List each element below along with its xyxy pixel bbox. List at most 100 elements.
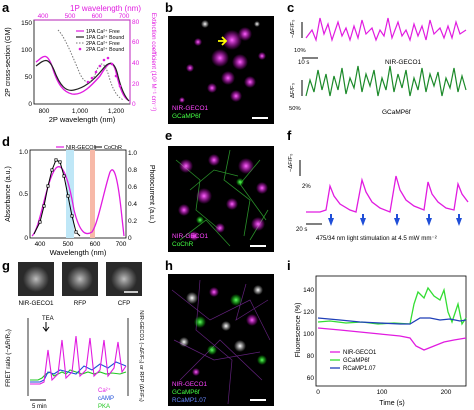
g-legend-ca: Ca²⁺ (98, 387, 111, 394)
b-cells (179, 20, 266, 103)
i-ylabel: Fluorescence (%) (295, 303, 302, 358)
a-right-tick: 80 (132, 19, 140, 26)
g-time-label: 5 min (32, 404, 47, 410)
c-yl1: −ΔF/F₀ (290, 19, 296, 38)
i-legend-item: RCaMP1.07 (343, 366, 376, 372)
d-legend-item: NIR-GECO1 (66, 145, 97, 151)
g-legend-camp: cAMP (98, 396, 114, 402)
panel-f: f −ΔF/F₀ 2% 20 s 475/34 nm light stimula… (287, 128, 469, 242)
g-left-axis-label: FRET ratio (−ΔR/R₀) (5, 329, 12, 387)
d-x-tick: 700 (116, 241, 127, 248)
i-y-tick: 100 (303, 331, 314, 338)
panel-g: g NIR-GECO1 RFP CFP TEA FRET ratio (−ΔR/… (2, 258, 144, 410)
a-legend-item: 2PA Ca²⁺ Free (86, 41, 120, 47)
h-label-3: RCaMP1.07 (172, 397, 207, 404)
e-cells (178, 154, 268, 241)
i-legend-item: NIR-GECO1 (343, 350, 377, 356)
a-left-axis-label: 2P cross-section (GM) (5, 27, 12, 97)
d-x-tick: 600 (90, 241, 101, 248)
a-right-tick: 0 (132, 101, 136, 108)
g-tea-arrow-icon (42, 322, 50, 332)
a-legend-item: 1PA Ca²⁺ Bound (86, 35, 124, 41)
d-left-tick: 1.0 (19, 149, 28, 156)
a-top-tick: 500 (65, 13, 76, 20)
i-trace-gcamp6f (317, 286, 467, 326)
c-trace1-label: NIR-GECO1 (385, 59, 422, 66)
d-x-tick: 500 (63, 241, 74, 248)
c-trace-gcamp6f (305, 65, 467, 97)
a-right-tick: 60 (132, 39, 140, 46)
panel-e: e NIR-GECO1 CoChR (165, 128, 274, 252)
a-right-tick: 40 (132, 60, 140, 67)
a-legend-item: 2PA Ca²⁺ Bound (86, 47, 124, 53)
c-time: 10 s (298, 60, 309, 66)
g-legend-pka: PKA (98, 404, 110, 410)
d-x-tick: 400 (35, 241, 46, 248)
g-thumb-label: RFP (74, 300, 87, 307)
d-curve-cochr (33, 159, 81, 237)
d-right-tick: 0 (128, 235, 132, 242)
panel-c-letter: c (287, 0, 294, 15)
i-trace-nir-geco1 (317, 327, 467, 351)
d-right-axis-label: Photocurrent (a.u.) (148, 165, 155, 223)
panel-b-letter: b (165, 0, 173, 15)
a-right-axis-label: Extinction coefficient (10³ M⁻¹ cm⁻¹) (150, 13, 157, 112)
a-top-tick: 600 (92, 13, 103, 20)
a-2pa-bound-markers (86, 56, 122, 88)
i-trace-rcamp (317, 317, 467, 325)
a-left-tick: 50 (25, 74, 33, 81)
c-scale2: 50% (289, 106, 301, 112)
e-label-2: CoChR (172, 241, 194, 248)
d-plot-frame (29, 149, 127, 239)
panel-g-letter: g (2, 258, 10, 273)
d-left-tick: 0 (24, 235, 28, 242)
a-left-tick: 150 (21, 20, 32, 27)
panel-i: i 60 80 100 120 140 0 100 200 Time (s) F… (287, 258, 467, 407)
d-left-tick: 0.5 (19, 191, 28, 198)
i-y-tick: 80 (307, 353, 315, 360)
g-tea-label: TEA (42, 316, 54, 322)
h-label-1: NIR-GECO1 (172, 381, 207, 388)
panel-a: a 1P wavelength (nm) 400 500 600 700 0 5… (2, 0, 157, 124)
d-curve-nir-geco1 (31, 166, 125, 237)
a-curve-1pa-bound (35, 59, 130, 102)
c-yl2: ΔF/F₀ (290, 82, 296, 98)
f-caption: 475/34 nm light stimulation at 4.5 mW mm… (316, 235, 437, 242)
e-label-1: NIR-GECO1 (172, 233, 209, 240)
i-y-tick: 140 (303, 287, 314, 294)
a-bottom-tick: 800 (39, 108, 50, 115)
a-bottom-tick: 1,200 (108, 108, 125, 115)
a-legend-item: 1PA Ca²⁺ Free (86, 29, 120, 35)
f-trace (306, 175, 469, 213)
panel-e-letter: e (165, 128, 172, 143)
b-label-1: NIR-GECO1 (172, 105, 209, 112)
d-left-axis-label: Absorbance (a.u.) (5, 166, 12, 222)
f-ylabel: −ΔF/F₀ (288, 153, 294, 172)
f-scale-y-label: 2% (302, 184, 311, 190)
panel-f-letter: f (287, 128, 292, 143)
d-legend-item: CoChR (104, 145, 122, 151)
i-x-tick: 0 (316, 389, 320, 396)
d-right-tick: 0.2 (128, 218, 137, 225)
a-top-tick: 400 (38, 13, 49, 20)
g-thumb-label: NIR-GECO1 (19, 300, 54, 307)
b-label-2: GCaMP6f (172, 113, 201, 120)
a-right-tick: 20 (132, 81, 140, 88)
i-y-tick: 120 (303, 309, 314, 316)
h-processes (171, 279, 271, 405)
c-trace2-label: GCaMP6f (382, 109, 411, 116)
d-blue-band (66, 150, 74, 238)
b-micrograph (168, 16, 274, 124)
b-arrow-icon (218, 36, 228, 46)
i-plot-frame (315, 275, 467, 387)
a-left-tick: 100 (21, 47, 32, 54)
panel-c: c −ΔF/F₀ 10% 10 s NIR-GECO1 ΔF/F₀ 50% GC… (287, 0, 467, 116)
d-cochr-markers (38, 158, 78, 234)
panel-d-letter: d (2, 134, 10, 149)
a-left-tick: 0 (28, 101, 32, 108)
g-trace-ca (30, 335, 127, 385)
g-thumb-label: CFP (118, 300, 131, 307)
panel-i-letter: i (287, 258, 291, 273)
f-scale-time-label: 20 s (296, 227, 307, 233)
